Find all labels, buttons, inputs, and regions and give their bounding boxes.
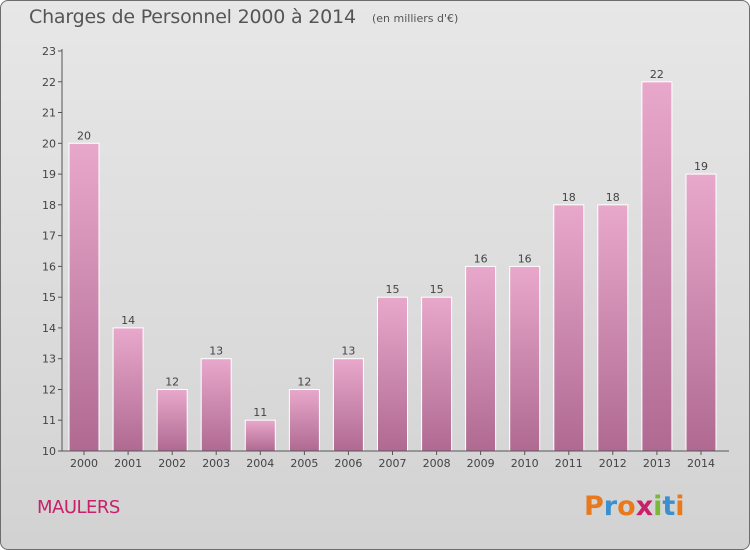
data-label-2012: 18 — [606, 191, 620, 204]
y-tick-label-21: 21 — [42, 107, 56, 120]
x-tick-label-2004: 2004 — [246, 457, 274, 470]
x-tick-label-2002: 2002 — [158, 457, 186, 470]
axes-group: 2000 2001 2002 2003 2004 2005 2006 2007 2008 2009… — [42, 45, 729, 470]
x-tick-label-2012: 2012 — [599, 457, 627, 470]
y-tick-label-20: 20 — [42, 137, 56, 150]
x-tick-label-2014: 2014 — [687, 457, 715, 470]
proxiti-logo: Proxiti — [584, 491, 685, 522]
data-label-2004: 11 — [253, 406, 267, 419]
x-tick-label-2011: 2011 — [555, 457, 583, 470]
x-tick-label-2003: 2003 — [202, 457, 230, 470]
logo-letter: t — [662, 491, 676, 522]
x-tick-label-2009: 2009 — [467, 457, 495, 470]
data-label-2009: 16 — [474, 252, 488, 265]
logo-letter: i — [675, 491, 685, 522]
logo-letter: P — [584, 491, 604, 522]
data-label-2007: 15 — [386, 283, 400, 296]
data-label-2003: 13 — [209, 345, 223, 358]
data-label-2001: 14 — [121, 314, 135, 327]
y-tick-label-22: 22 — [42, 76, 56, 89]
y-tick-label-11: 11 — [42, 414, 56, 427]
commune-name: MAULERS — [37, 497, 120, 518]
x-tick-label-2013: 2013 — [643, 457, 671, 470]
data-label-2010: 16 — [518, 252, 532, 265]
y-tick-label-19: 19 — [42, 168, 56, 181]
x-tick-label-2001: 2001 — [114, 457, 142, 470]
bar-2001 — [112, 327, 144, 452]
bar-2004 — [244, 419, 276, 452]
y-tick-label-23: 23 — [42, 45, 56, 58]
y-tick-label-16: 16 — [42, 260, 56, 273]
bar-2013 — [641, 81, 673, 452]
bar-2012 — [597, 204, 629, 452]
x-tick-label-2008: 2008 — [423, 457, 451, 470]
data-label-2014: 19 — [694, 160, 708, 173]
bars-group: 20 14 12 13 11 12 13 15 15 16 16 18 18 22 19 — [68, 68, 717, 452]
chart-title: Charges de Personnel 2000 à 2014 — [29, 6, 356, 28]
x-tick-label-2010: 2010 — [511, 457, 539, 470]
bar-2007 — [377, 296, 408, 452]
x-tick-label-2006: 2006 — [334, 457, 362, 470]
chart-subtitle: (en milliers d'€) — [372, 12, 459, 25]
data-label-2013: 22 — [650, 68, 664, 81]
x-tick-label-2000: 2000 — [70, 457, 98, 470]
logo-letter: r — [603, 491, 618, 522]
data-label-2005: 12 — [297, 376, 311, 389]
x-tick-label-2005: 2005 — [290, 457, 318, 470]
bar-2014 — [685, 173, 717, 452]
data-label-2002: 12 — [165, 376, 179, 389]
bar-2006 — [332, 358, 364, 452]
y-tick-label-15: 15 — [42, 291, 56, 304]
y-tick-label-18: 18 — [42, 199, 56, 212]
y-tick-label-13: 13 — [42, 353, 56, 366]
data-label-2008: 15 — [430, 283, 444, 296]
logo-letter: x — [635, 491, 654, 522]
bar-2008 — [421, 296, 453, 452]
bar-2005 — [288, 389, 320, 452]
bar-2000 — [68, 142, 100, 452]
data-label-2011: 18 — [562, 191, 576, 204]
x-tick-label-2007: 2007 — [379, 457, 407, 470]
logo-letter: o — [617, 491, 636, 522]
y-tick-label-12: 12 — [42, 384, 56, 397]
bar-2011 — [553, 204, 585, 452]
bar-2009 — [465, 265, 497, 452]
logo-letter: i — [653, 491, 663, 522]
y-tick-label-14: 14 — [42, 322, 56, 335]
bar-2010 — [509, 265, 541, 452]
data-label-2006: 13 — [341, 345, 355, 358]
bar-2002 — [156, 389, 188, 452]
y-tick-label-10: 10 — [42, 445, 56, 458]
bar-2003 — [200, 358, 232, 452]
y-tick-label-17: 17 — [42, 230, 56, 243]
data-label-2000: 20 — [77, 129, 91, 142]
